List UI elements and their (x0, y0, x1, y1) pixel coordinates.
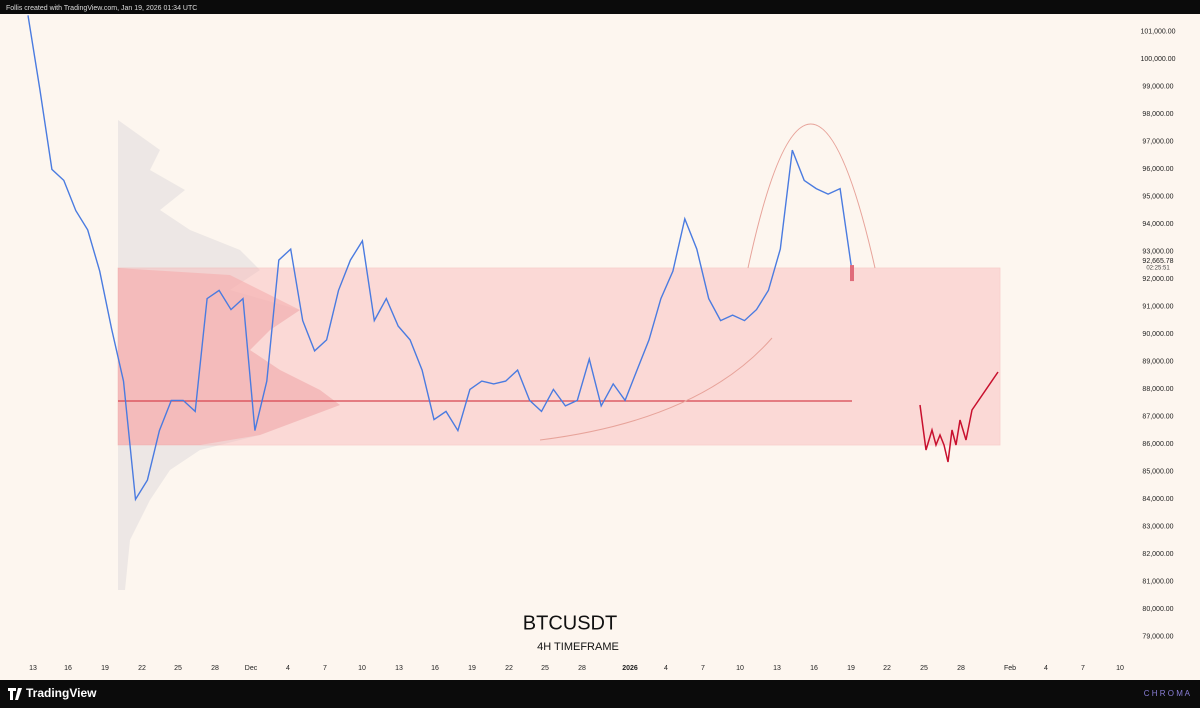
x-tick-label: 28 (957, 665, 965, 672)
x-tick-label: 4 (664, 665, 668, 672)
y-tick-label: 82,000.00 (1142, 551, 1173, 558)
x-tick-label: 25 (920, 665, 928, 672)
last-price-label: 92,665.78 (1142, 258, 1173, 265)
range-zone (117, 267, 1001, 446)
chart-subtitle: 4H TIMEFRAME (537, 641, 619, 653)
x-tick-label: 28 (578, 665, 586, 672)
y-tick-label: 100,000.00 (1140, 56, 1175, 63)
footer (0, 680, 1200, 708)
y-tick-label: 80,000.00 (1142, 606, 1173, 613)
x-tick-label: 19 (847, 665, 855, 672)
x-tick-label: 22 (138, 665, 146, 672)
x-tick-label: 28 (211, 665, 219, 672)
y-tick-label: 84,000.00 (1142, 496, 1173, 503)
x-tick-label: 13 (773, 665, 781, 672)
arc (747, 123, 876, 269)
y-tick-label: 101,000.00 (1140, 29, 1175, 36)
y-tick-label: 79,000.00 (1142, 634, 1173, 641)
x-tick-label: 13 (395, 665, 403, 672)
y-tick-label: 97,000.00 (1142, 139, 1173, 146)
x-tick-label: 4 (286, 665, 290, 672)
y-tick-label: 96,000.00 (1142, 166, 1173, 173)
y-tick-label: 83,000.00 (1142, 524, 1173, 531)
x-tick-label: 2026 (622, 665, 638, 672)
y-tick-label: 91,000.00 (1142, 304, 1173, 311)
brand: TradingView (26, 686, 97, 700)
y-tick-label: 89,000.00 (1142, 359, 1173, 366)
x-tick-label: 25 (541, 665, 549, 672)
x-tick-label: 22 (883, 665, 891, 672)
y-tick-label: 85,000.00 (1142, 469, 1173, 476)
x-tick-label: 16 (810, 665, 818, 672)
y-tick-label: 92,000.00 (1142, 276, 1173, 283)
curve (539, 337, 773, 441)
x-tick-label: 7 (1081, 665, 1085, 672)
y-tick-label: 81,000.00 (1142, 579, 1173, 586)
x-tick-label: 13 (29, 665, 37, 672)
header-text: Follis created with TradingView.com, Jan… (6, 5, 197, 12)
y-tick-label: 87,000.00 (1142, 414, 1173, 421)
x-tick-label: 10 (736, 665, 744, 672)
x-tick-label: 22 (505, 665, 513, 672)
x-tick-label: 10 (358, 665, 366, 672)
countdown-label: 02:25:51 (1146, 266, 1170, 272)
y-tick-label: 86,000.00 (1142, 441, 1173, 448)
x-tick-label: 16 (431, 665, 439, 672)
plot (27, 15, 854, 502)
last-candle (850, 265, 854, 282)
x-tick-label: 7 (323, 665, 327, 672)
price-line (27, 15, 853, 502)
y-tick-label: 98,000.00 (1142, 111, 1173, 118)
x-tick-label: 25 (174, 665, 182, 672)
logo (8, 688, 22, 700)
x-tick-label: 16 (64, 665, 72, 672)
x-tick-label: 10 (1116, 665, 1124, 672)
y-tick-label: 93,000.00 (1142, 249, 1173, 256)
y-tick-label: 94,000.00 (1142, 221, 1173, 228)
x-tick-label: Dec (245, 665, 258, 672)
y-tick-label: 88,000.00 (1142, 386, 1173, 393)
x-tick-label: 19 (101, 665, 109, 672)
x-tick-label: Feb (1004, 665, 1016, 672)
x-tick-label: 7 (701, 665, 705, 672)
chart-title: BTCUSDT (523, 612, 617, 634)
y-tick-label: 90,000.00 (1142, 331, 1173, 338)
footer-right: C H R O M A (1144, 689, 1191, 698)
projection-sketch (919, 371, 999, 463)
x-tick-label: 19 (468, 665, 476, 672)
y-tick-label: 95,000.00 (1142, 194, 1173, 201)
x-tick-label: 4 (1044, 665, 1048, 672)
y-tick-label: 99,000.00 (1142, 84, 1173, 91)
